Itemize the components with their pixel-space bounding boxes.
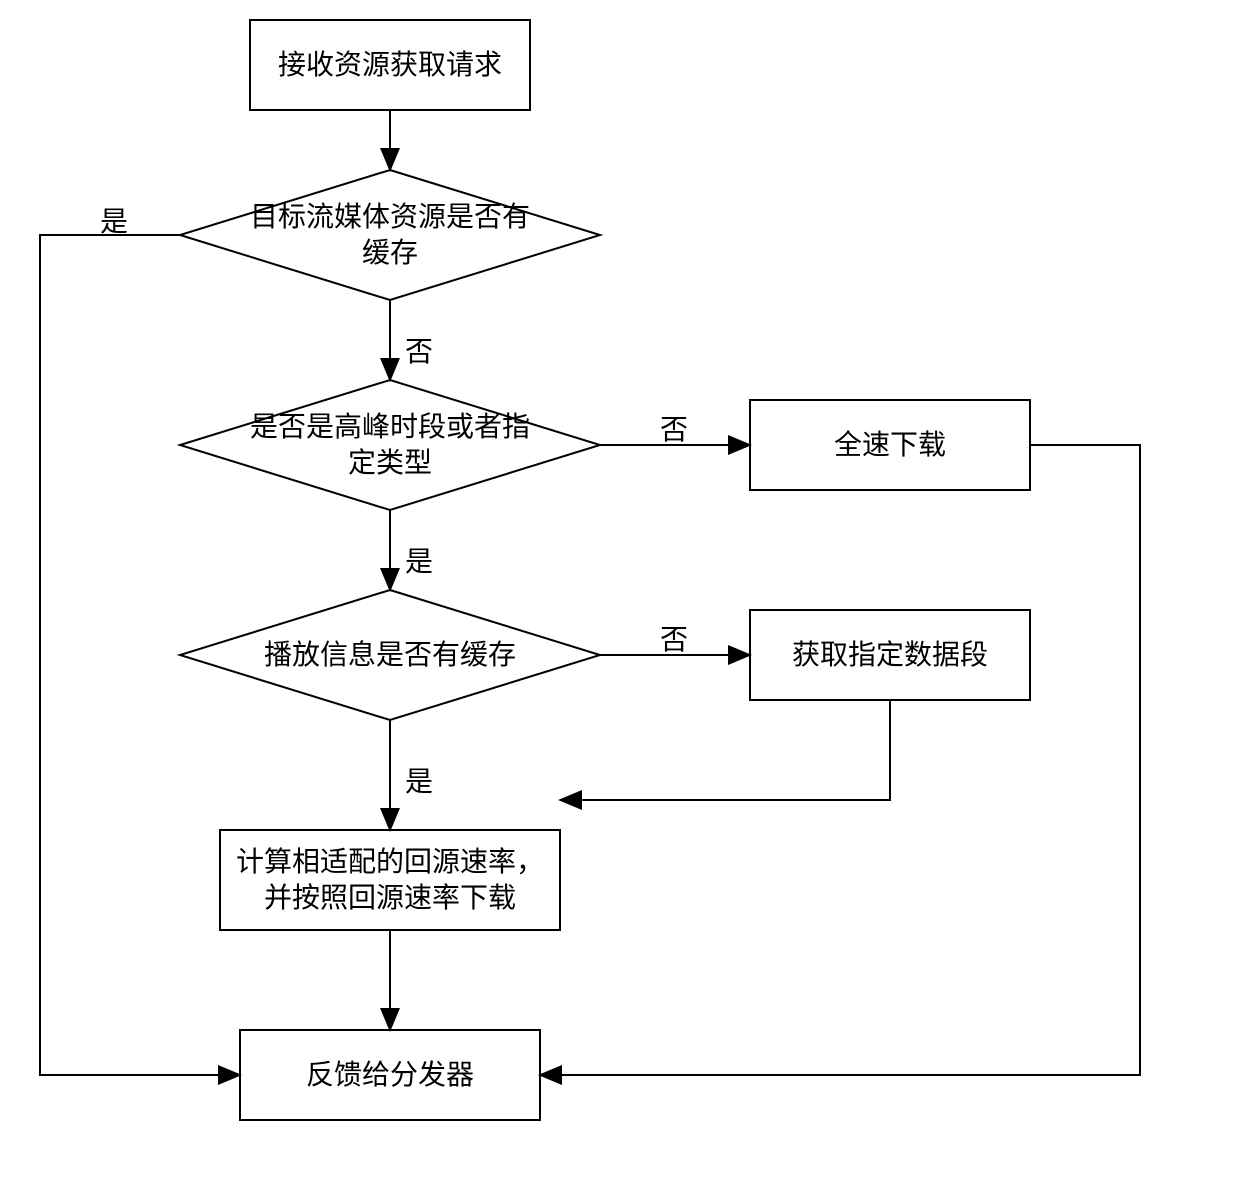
- edge-label-5: 否: [660, 618, 688, 658]
- node-label-d3: 播放信息是否有缓存: [243, 590, 537, 720]
- edge-label-3: 否: [660, 408, 688, 448]
- flowchart-canvas: [0, 0, 1240, 1179]
- node-label-d2: 是否是高峰时段或者指定类型: [243, 380, 537, 510]
- edge-9: [540, 445, 1140, 1075]
- node-label-d1: 目标流媒体资源是否有缓存: [243, 170, 537, 300]
- edge-label-4: 是: [405, 540, 433, 580]
- edge-label-1: 是: [100, 200, 128, 240]
- edge-1: [40, 235, 240, 1075]
- node-label-start: 接收资源获取请求: [260, 20, 520, 110]
- edge-label-2: 否: [405, 330, 433, 370]
- edge-7: [560, 700, 890, 800]
- node-label-fullspeed: 全速下载: [760, 400, 1020, 490]
- edge-label-6: 是: [405, 760, 433, 800]
- node-label-getsegment: 获取指定数据段: [760, 610, 1020, 700]
- node-label-feedback: 反馈给分发器: [250, 1030, 530, 1120]
- node-label-calculate: 计算相适配的回源速率，并按照回源速率下载: [230, 830, 550, 930]
